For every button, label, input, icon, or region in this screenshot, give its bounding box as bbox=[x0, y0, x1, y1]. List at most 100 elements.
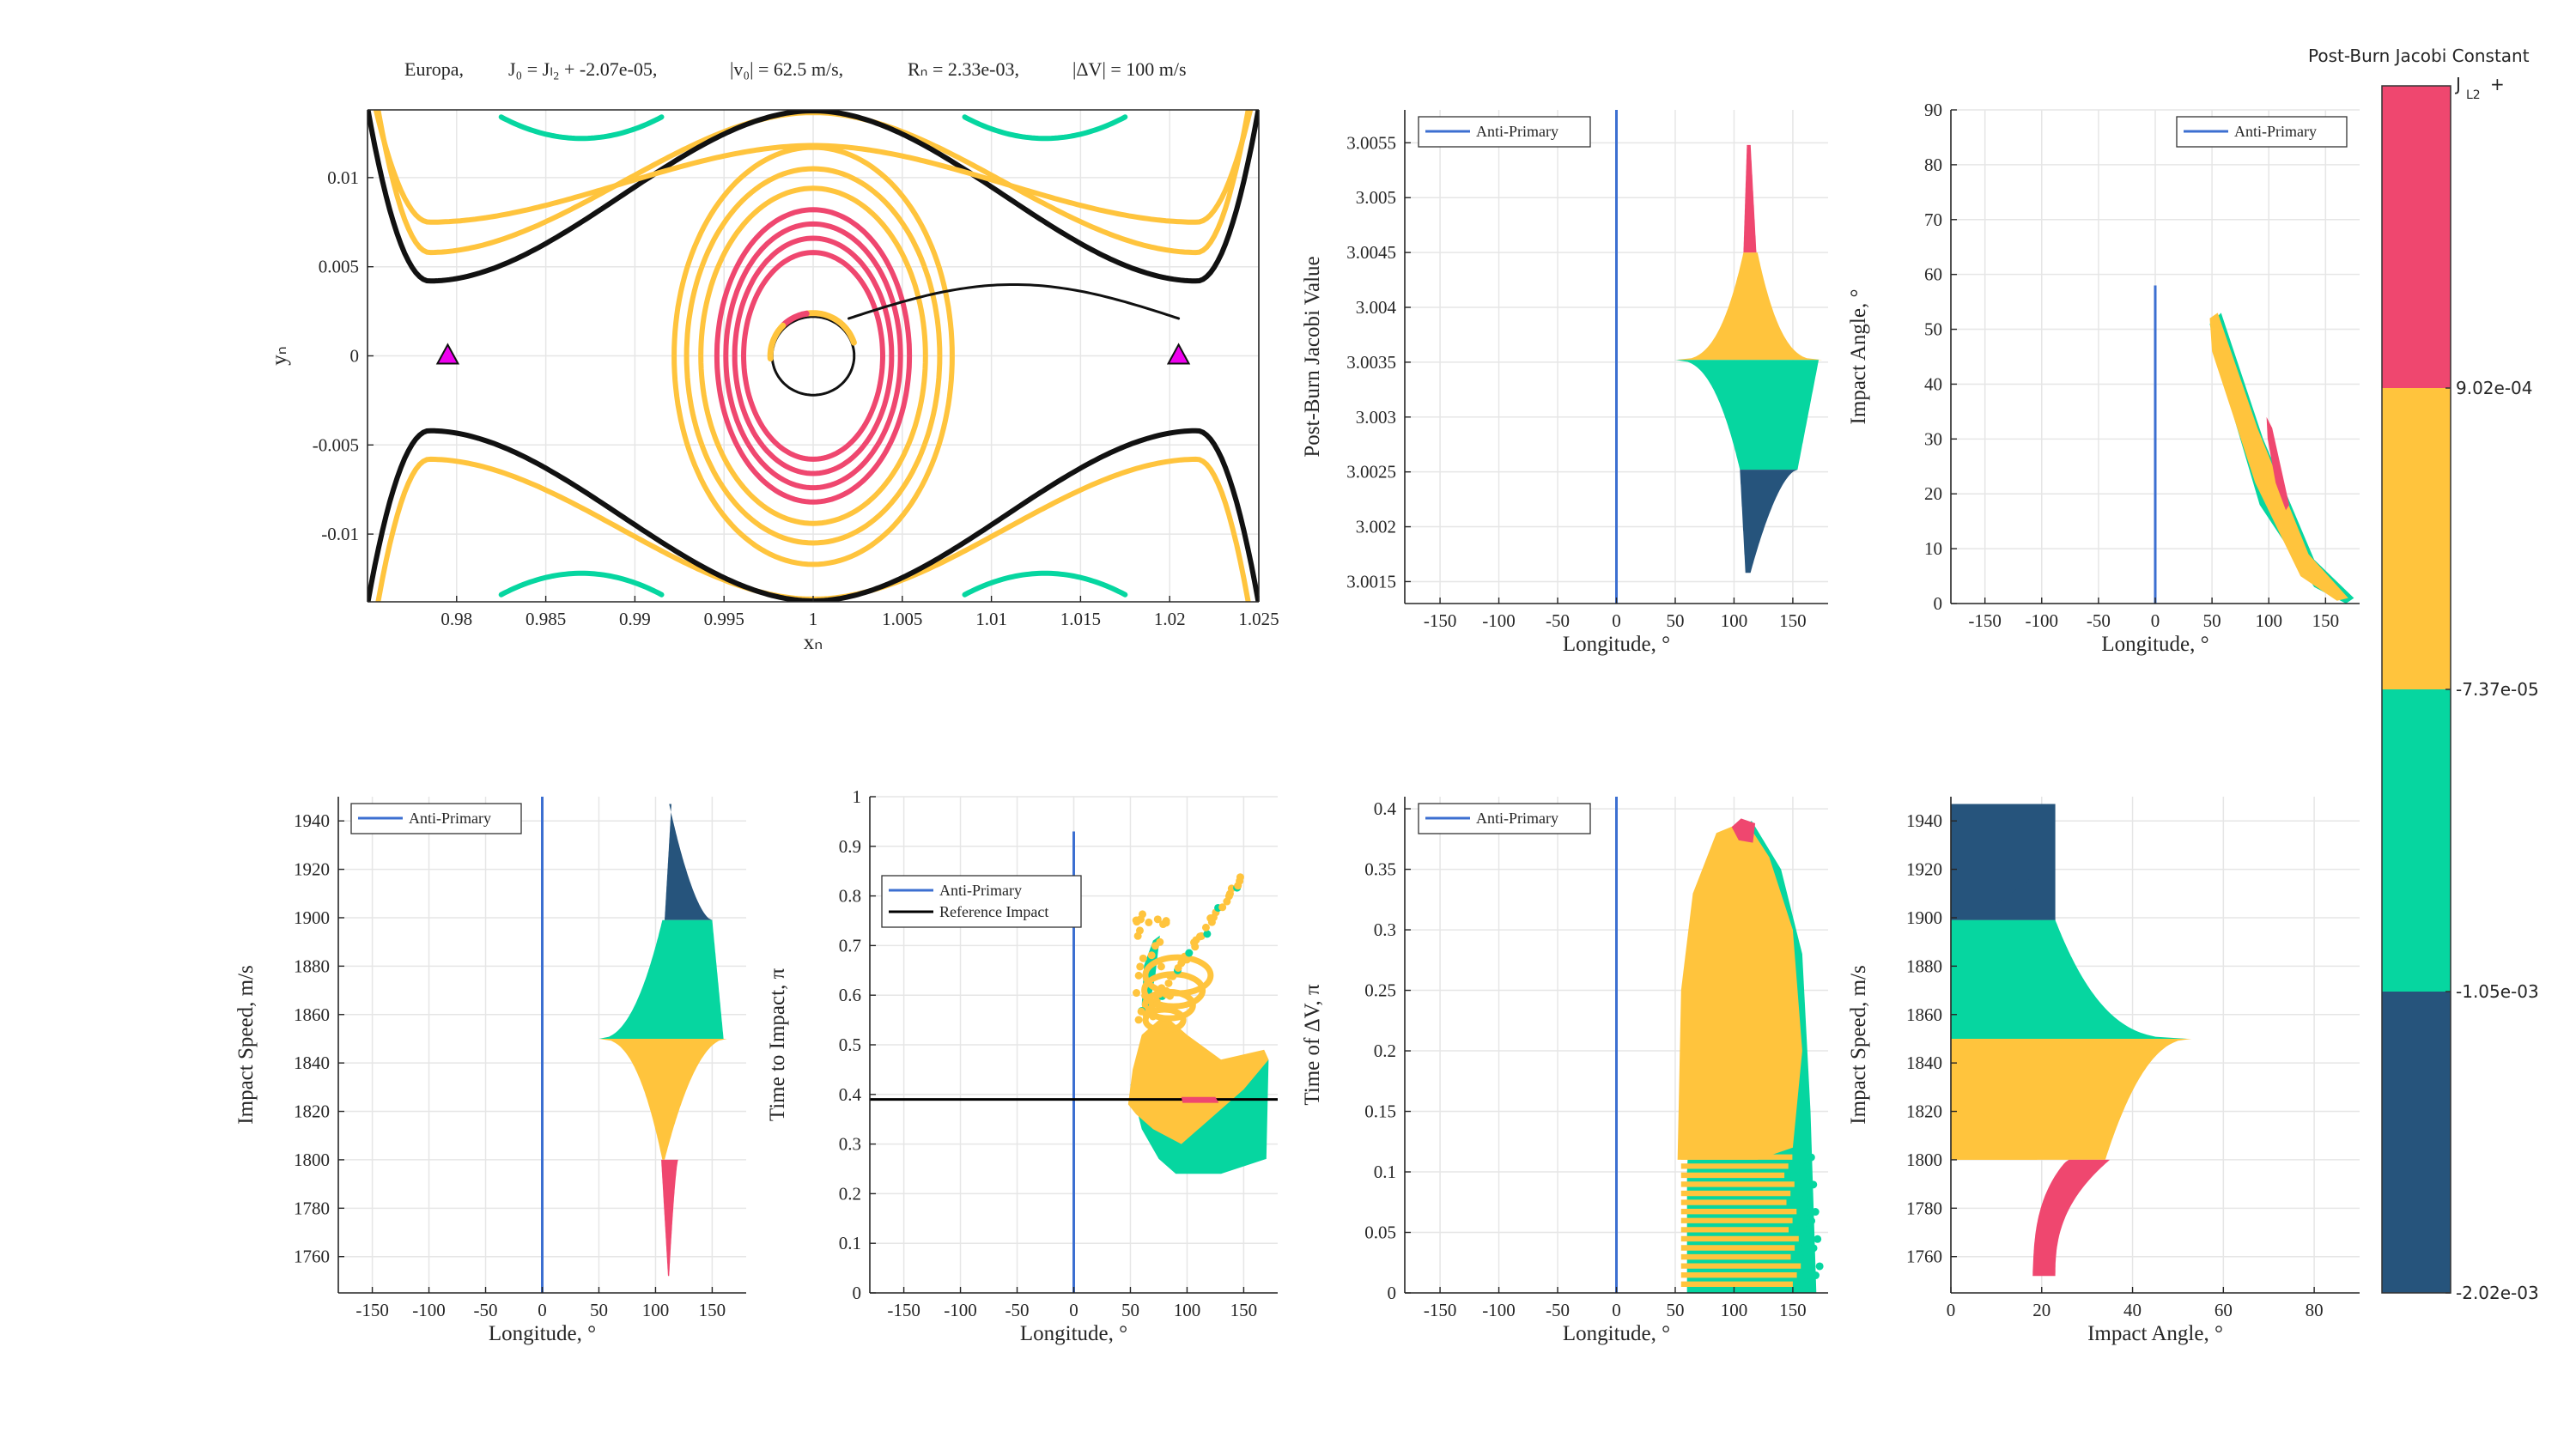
legend: Anti-Primary Reference Impact bbox=[881, 875, 1082, 928]
legend: Anti-Primary bbox=[1418, 803, 1591, 834]
x-tick-label: 150 bbox=[1779, 1300, 1807, 1320]
x-tick-label: 150 bbox=[1230, 1300, 1258, 1320]
energy-contour bbox=[740, 250, 885, 462]
series-red bbox=[1731, 818, 1756, 843]
scatter-point bbox=[1789, 1171, 1798, 1180]
y-tick-label: 0 bbox=[1934, 593, 1943, 614]
scatter-point bbox=[1155, 990, 1163, 998]
series-yellow-band bbox=[1680, 1253, 1791, 1260]
y-tick-label: 0.2 bbox=[839, 1183, 861, 1204]
x-tick-label: 50 bbox=[1666, 610, 1684, 631]
scatter-point bbox=[1147, 1004, 1156, 1012]
colorbar-segment bbox=[2382, 86, 2451, 388]
y-tick-label: 1920 bbox=[294, 859, 330, 880]
plot-time-to-impact-vs-longitude: -150 -100 -50 0 50 100 150 1 0.9 0.8 0.7 0.6 0.5 0.4 0… bbox=[766, 786, 1278, 1345]
y-tick-label: 1900 bbox=[294, 907, 330, 928]
y-tick-label: 1840 bbox=[294, 1053, 330, 1073]
colorbar-title: Post-Burn Jacobi Constant bbox=[2308, 46, 2530, 66]
x-tick-label: -100 bbox=[944, 1300, 977, 1320]
plot-content bbox=[1951, 804, 2192, 1277]
x-tick-label: -100 bbox=[1482, 1300, 1516, 1320]
y-tick-label: 0.8 bbox=[839, 886, 861, 907]
x-axis-label: xₙ bbox=[804, 631, 823, 654]
axes: -150 -100 -50 0 50 100 150 1940 1920 1900 1880 1860… bbox=[234, 797, 746, 1345]
loop-curve bbox=[1142, 1006, 1187, 1034]
scatter-point bbox=[1807, 1153, 1815, 1162]
y-tick-label: 1760 bbox=[1906, 1247, 1942, 1267]
series-blue bbox=[665, 804, 713, 920]
series-yellow bbox=[1675, 252, 1823, 361]
series-yellow-band bbox=[1680, 1272, 1797, 1278]
scatter-point bbox=[1798, 1280, 1807, 1289]
legend-label: Reference Impact bbox=[939, 903, 1048, 920]
x-tick-label: 0.995 bbox=[704, 609, 744, 629]
x-tick-label: -150 bbox=[1424, 1300, 1457, 1320]
series-yellow-band bbox=[1680, 1172, 1785, 1179]
colorbar: Post-Burn Jacobi Constant J L2 +9.02e-04 -7.… bbox=[2308, 46, 2539, 1303]
legend-label: Anti-Primary bbox=[2234, 123, 2317, 140]
x-tick-label: 50 bbox=[1121, 1300, 1139, 1320]
plot-trajectory: 0.98 0.985 0.99 0.995 1 1.005 1.01 1.015 1.02 1.0… bbox=[268, 58, 1279, 654]
axes: -150 -100 -50 0 50 100 150 3.0055 3.005 3.0045 3.0… bbox=[1301, 110, 1828, 656]
scatter-point bbox=[1157, 962, 1165, 971]
axes: -150 -100 -50 0 50 100 1509080706050403020100L… bbox=[1847, 100, 2360, 656]
y-tick-label: 1900 bbox=[1906, 907, 1942, 928]
series-red bbox=[1181, 1096, 1219, 1103]
x-tick-label: 0 bbox=[2151, 610, 2160, 631]
y-tick-label: 1800 bbox=[1906, 1150, 1942, 1170]
y-tick-label: 0.4 bbox=[1374, 798, 1397, 819]
y-tick-label: 20 bbox=[1924, 483, 1942, 504]
energy-contour bbox=[723, 221, 903, 491]
scatter-point bbox=[1795, 1253, 1804, 1261]
y-tick-label: 0 bbox=[853, 1283, 862, 1303]
y-tick-label: 3.0025 bbox=[1346, 462, 1396, 482]
series-yellow-band bbox=[1680, 1263, 1801, 1269]
scatter-point bbox=[1811, 1271, 1820, 1280]
scatter-point bbox=[1153, 915, 1162, 924]
y-axis-label: Impact Speed, m/s bbox=[1847, 965, 1870, 1124]
scatter-point bbox=[1801, 1208, 1810, 1217]
y-tick-label: 1800 bbox=[294, 1150, 330, 1170]
scatter-point bbox=[1803, 1226, 1812, 1235]
plot-content bbox=[541, 797, 727, 1293]
x-tick-label: 0 bbox=[538, 1300, 547, 1320]
x-tick-label: 0 bbox=[1069, 1300, 1078, 1320]
series-yellow-band bbox=[1680, 1217, 1793, 1223]
scatter-point bbox=[1203, 930, 1212, 938]
series-red bbox=[1743, 144, 1757, 253]
y-tick-label: 1880 bbox=[294, 956, 330, 976]
y-tick-label: 3.004 bbox=[1356, 297, 1397, 318]
series-blue bbox=[1951, 804, 2056, 920]
x-axis-label: Longitude, ° bbox=[1563, 1322, 1670, 1345]
series-red bbox=[2266, 416, 2289, 511]
scatter-point bbox=[1190, 938, 1199, 947]
scatter-point bbox=[1802, 1271, 1811, 1280]
scatter-point bbox=[1803, 1162, 1812, 1171]
y-tick-label: 1820 bbox=[1906, 1101, 1942, 1122]
colorbar-top-label-suffix: + bbox=[2490, 74, 2505, 94]
energy-contour bbox=[671, 144, 955, 567]
title-part: Rₙ = 2.33e-03, bbox=[908, 58, 1019, 80]
x-tick-label: 100 bbox=[2255, 610, 2282, 631]
scatter-point bbox=[1162, 917, 1170, 925]
y-tick-label: 0.01 bbox=[327, 167, 359, 188]
x-tick-label: 80 bbox=[2306, 1300, 2324, 1320]
y-tick-label: 30 bbox=[1924, 428, 1942, 449]
y-tick-label: 90 bbox=[1924, 100, 1942, 120]
y-tick-label: 1860 bbox=[1906, 1004, 1942, 1025]
legend: Anti-Primary bbox=[2176, 116, 2348, 148]
x-axis-label: Longitude, ° bbox=[1020, 1322, 1127, 1345]
y-tick-label: 1820 bbox=[294, 1101, 330, 1122]
x-tick-label: 100 bbox=[642, 1300, 670, 1320]
y-tick-label: 10 bbox=[1924, 538, 1942, 559]
scatter-point bbox=[1791, 1198, 1800, 1207]
x-tick-label: -50 bbox=[1005, 1300, 1030, 1320]
y-axis-label: Time to Impact, π bbox=[766, 968, 789, 1121]
series-yellow-band bbox=[1680, 1227, 1789, 1233]
y-tick-label: 1780 bbox=[1906, 1198, 1942, 1218]
x-tick-label: 150 bbox=[2312, 610, 2340, 631]
series-yellow-band bbox=[1680, 1154, 1793, 1160]
x-tick-label: 0.985 bbox=[526, 609, 566, 629]
x-tick-label: 0 bbox=[1947, 1300, 1956, 1320]
y-tick-label: 50 bbox=[1924, 319, 1942, 340]
